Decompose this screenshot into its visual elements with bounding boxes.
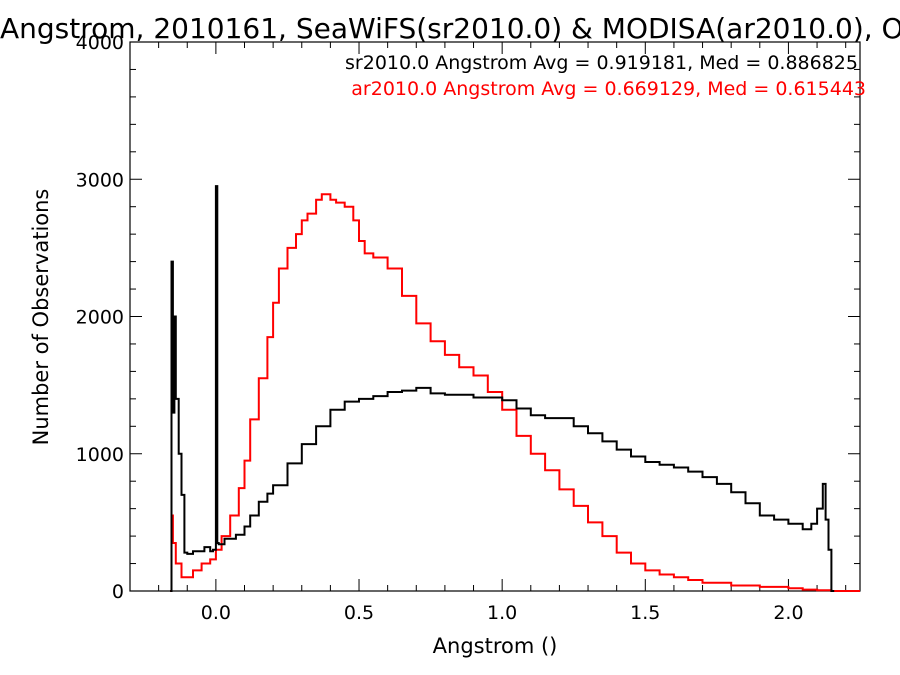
chart-title: Angstrom, 2010161, SeaWiFS(sr2010.0) & M… <box>0 12 900 45</box>
legend-entry-sr2010: sr2010.0 Angstrom Avg = 0.919181, Med = … <box>345 52 858 74</box>
series-line-ar2010-0 <box>170 193 860 592</box>
x-tick-label: 0.0 <box>201 602 231 624</box>
series-line-sr2010-0 <box>170 185 835 592</box>
x-tick-label: 2.0 <box>773 602 803 624</box>
x-tick-label: 1.5 <box>630 602 660 624</box>
y-axis-label: Number of Observations <box>29 189 53 446</box>
y-tick-label: 4000 <box>76 32 124 54</box>
legend-entry-ar2010: ar2010.0 Angstrom Avg = 0.669129, Med = … <box>351 78 866 100</box>
x-tick-label: 0.5 <box>344 602 374 624</box>
axis-ticks: 0.0 0.5 1.0 1.5 2.0 0 1000 2000 3000 4000 <box>76 32 860 624</box>
x-axis-label: Angstrom () <box>433 634 558 658</box>
y-tick-label: 3000 <box>76 169 124 191</box>
series-layer <box>170 185 860 592</box>
y-tick-label: 2000 <box>76 307 124 329</box>
x-tick-label: 1.0 <box>487 602 517 624</box>
y-tick-label: 1000 <box>76 444 124 466</box>
y-tick-label: 0 <box>112 581 124 603</box>
